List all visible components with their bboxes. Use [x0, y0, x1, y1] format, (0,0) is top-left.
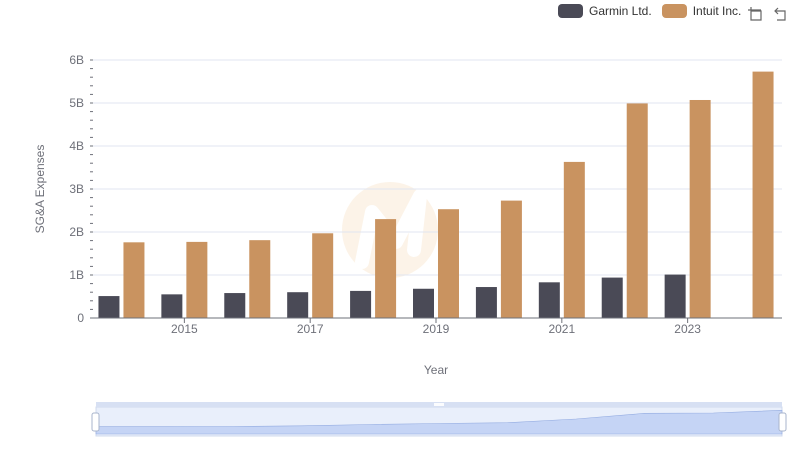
- restore-icon[interactable]: [773, 6, 789, 22]
- bar-garmin-2017: [287, 292, 309, 318]
- bar-intuit-2017: [312, 233, 334, 318]
- y-tick-label: 6B: [69, 53, 84, 67]
- y-tick-label: 0: [77, 311, 84, 325]
- bar-intuit-2020: [500, 200, 522, 318]
- bars: [98, 71, 774, 319]
- legend-swatch-garmin: [558, 4, 583, 18]
- x-ticks: [183, 318, 689, 323]
- bar-intuit-2019: [438, 209, 459, 318]
- bar-intuit-2022: [626, 103, 648, 319]
- bar-intuit-2015: [186, 241, 208, 318]
- y-axis-title: SG&A Expenses: [33, 145, 47, 234]
- legend-item-intuit[interactable]: Intuit Inc.: [661, 4, 742, 18]
- bar-intuit-2023: [689, 99, 711, 319]
- bar-intuit-2018: [375, 219, 397, 318]
- y-tick-label: 4B: [69, 139, 84, 153]
- bar-garmin-2019: [413, 288, 434, 318]
- legend-label-garmin: Garmin Ltd.: [589, 4, 652, 18]
- bar-garmin-2014: [98, 296, 120, 318]
- legend-swatch-intuit: [661, 4, 687, 18]
- y-tick-labels: 0 1B 2B 3B 4B 5B 6B: [69, 53, 84, 325]
- data-zoom-slider[interactable]: [91, 402, 787, 437]
- y-tick-label: 3B: [69, 182, 84, 196]
- y-tick-label: 1B: [69, 268, 84, 282]
- data-zoom-selection[interactable]: [96, 407, 782, 436]
- y-tick-label: 2B: [69, 225, 84, 239]
- bar-garmin-2016: [224, 293, 246, 318]
- bar-garmin-2020: [475, 287, 497, 318]
- data-zoom-left-handle[interactable]: [91, 412, 100, 432]
- toolbox: [747, 6, 789, 22]
- legend: Garmin Ltd. Intuit Inc.: [558, 4, 741, 18]
- bar-garmin-2023: [664, 274, 686, 318]
- bar-garmin-2018: [350, 290, 372, 318]
- bar-garmin-2022: [601, 277, 623, 318]
- data-zoom-preview-area: [95, 409, 783, 435]
- bar-intuit-2021: [563, 161, 585, 318]
- x-tick-label: 2015: [171, 322, 198, 336]
- y-tick-label: 5B: [69, 96, 84, 110]
- x-tick-labels: 2015 2017 2019 2021 2023: [171, 322, 701, 336]
- legend-item-garmin[interactable]: Garmin Ltd.: [558, 4, 652, 18]
- x-tick-label: 2019: [423, 322, 450, 336]
- zoom-icon[interactable]: [747, 6, 763, 22]
- bar-intuit-2016: [249, 240, 271, 318]
- legend-label-intuit: Intuit Inc.: [692, 4, 742, 18]
- bar-garmin-2021: [538, 282, 560, 318]
- y-minor-ticks: [90, 59, 93, 319]
- x-tick-label: 2017: [297, 322, 324, 336]
- data-zoom-grip[interactable]: [434, 403, 444, 406]
- bar-intuit-2024: [752, 71, 774, 318]
- bar-garmin-2015: [161, 294, 183, 318]
- x-axis-title: Year: [424, 363, 448, 377]
- bar-intuit-2014: [123, 242, 145, 318]
- y-grid: [90, 59, 782, 276]
- x-tick-label: 2023: [674, 322, 701, 336]
- x-tick-label: 2021: [548, 322, 575, 336]
- data-zoom-right-handle[interactable]: [778, 412, 787, 432]
